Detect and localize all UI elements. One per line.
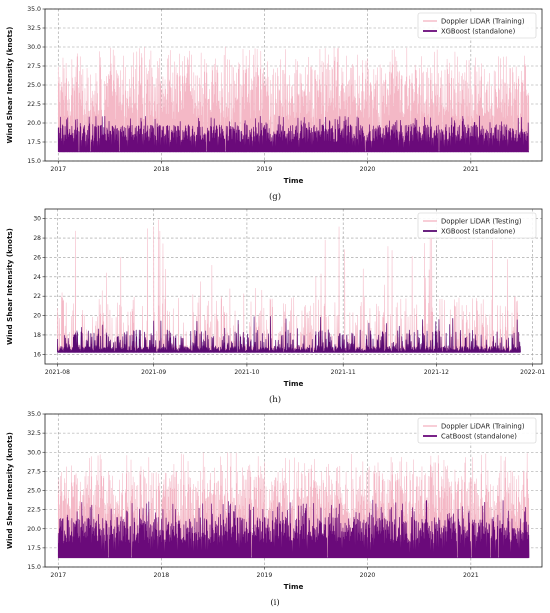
y-tick-label: 22.5: [27, 101, 41, 108]
x-tick-label: 2017: [50, 166, 66, 173]
y-tick-label: 35.0: [27, 6, 41, 13]
x-tick-label: 2019: [257, 572, 273, 579]
x-tick-label: 2021-12: [424, 369, 449, 376]
y-tick-label: 20: [33, 313, 41, 320]
panel-label: (i): [270, 597, 279, 608]
x-axis-label: Time: [284, 379, 304, 388]
y-tick-label: 30.0: [27, 449, 41, 456]
y-tick-label: 15.0: [27, 564, 41, 571]
y-tick-label: 20.0: [27, 526, 41, 533]
x-tick-label: 2022-01: [520, 369, 545, 376]
x-tick-label: 2021-11: [331, 369, 356, 376]
series-line-2: [57, 316, 521, 353]
legend: Doppler LiDAR (Training) CatBoost (standa…: [417, 417, 537, 444]
y-tick-label: 18: [33, 332, 41, 339]
x-tick-label: 2018: [153, 572, 169, 579]
legend-entry: Doppler LiDAR (Training): [441, 422, 525, 430]
y-tick-label: 24: [33, 274, 41, 281]
x-tick-label: 2017: [50, 572, 66, 579]
y-axis-label: Wind Shear Intensity (knots): [5, 27, 14, 144]
x-tick-label: 2019: [257, 166, 273, 173]
y-tick-label: 27.5: [27, 468, 41, 475]
legend-entry: XGBoost (standalone): [441, 27, 516, 35]
legend-entry: Doppler LiDAR (Testing): [441, 217, 522, 225]
y-tick-label: 35.0: [27, 411, 41, 418]
y-tick-label: 26: [33, 254, 41, 261]
legend: Doppler LiDAR (Testing) XGBoost (standalo…: [417, 212, 537, 239]
plot-frame: [44, 208, 543, 365]
y-tick-label: 25.0: [27, 488, 41, 495]
y-tick-label: 22.5: [27, 507, 41, 514]
y-tick-label: 17.5: [27, 545, 41, 552]
x-tick-label: 2020: [360, 166, 376, 173]
y-tick-label: 28: [33, 235, 41, 242]
chart-panel-2: 2021-08 2021-09 2021-10 2021-11 2021-12 2022-…: [5, 208, 545, 405]
y-axis-label: Wind Shear Intensity (knots): [5, 432, 14, 549]
plot-frame: [44, 8, 543, 162]
y-tick-label: 27.5: [27, 63, 41, 70]
legend-entry: XGBoost (standalone): [441, 227, 516, 235]
x-tick-label: 2018: [153, 166, 169, 173]
x-axis-label: Time: [284, 582, 304, 591]
y-tick-label: 32.5: [27, 25, 41, 32]
x-tick-label: 2021-09: [141, 369, 166, 376]
series-line-2: [57, 499, 530, 559]
legend-entry: CatBoost (standalone): [441, 432, 517, 440]
y-tick-label: 17.5: [27, 139, 41, 146]
legend-box: [417, 12, 537, 39]
x-tick-label: 2021-10: [234, 369, 259, 376]
x-tick-label: 2021: [463, 166, 479, 173]
y-tick-label: 32.5: [27, 430, 41, 437]
y-tick-label: 15.0: [27, 158, 41, 165]
legend-box: [417, 212, 537, 239]
y-tick-label: 22: [33, 293, 41, 300]
chart-panel-1: 2017 2018 2019 2020 2021 15.0 17.5 20.0 22.5 25.0…: [5, 6, 543, 202]
y-tick-label: 16: [33, 351, 41, 358]
panel-label: (g): [269, 191, 281, 202]
chart-panel-3: 2017 2018 2019 2020 2021 15.0 17.5 20.0 22.5 25.0…: [5, 411, 543, 608]
y-tick-label: 25.0: [27, 82, 41, 89]
x-tick-label: 2021: [463, 572, 479, 579]
y-tick-label: 30.0: [27, 44, 41, 51]
x-axis-label: Time: [284, 176, 304, 185]
legend-box: [417, 417, 537, 444]
plot-frame: [44, 413, 543, 568]
y-tick-label: 30: [33, 216, 41, 223]
panel-label: (h): [269, 394, 281, 405]
y-axis-label: Wind Shear Intensity (knots): [5, 228, 14, 345]
legend-entry: Doppler LiDAR (Training): [441, 17, 525, 25]
legend: Doppler LiDAR (Training) XGBoost (standal…: [417, 12, 537, 39]
x-tick-label: 2021-08: [45, 369, 70, 376]
x-tick-label: 2020: [360, 572, 376, 579]
series-line-2: [57, 115, 530, 153]
y-tick-label: 20.0: [27, 120, 41, 127]
